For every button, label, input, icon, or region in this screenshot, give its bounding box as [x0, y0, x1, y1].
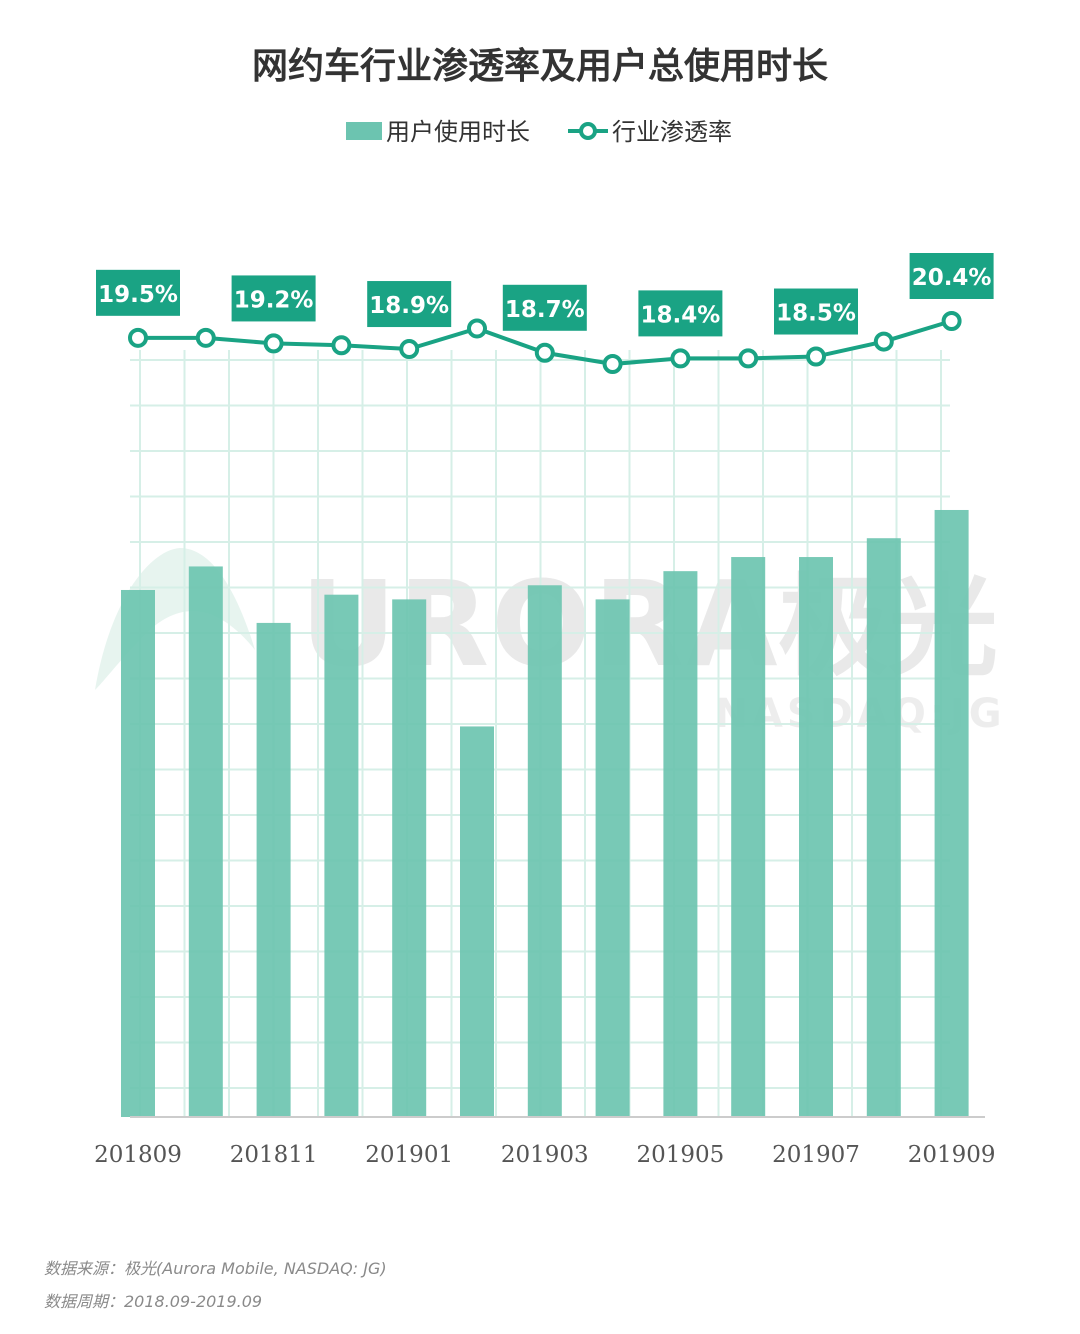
data-label-box	[96, 269, 180, 316]
bar-201902	[460, 726, 494, 1117]
line-point-201901	[399, 339, 420, 360]
x-tick-label: 201901	[365, 1142, 453, 1168]
data-label-text: 20.4%	[912, 265, 992, 291]
bar-series	[121, 509, 969, 1117]
x-tick-label: 201905	[636, 1142, 724, 1168]
data-label-201905: 18.4%	[638, 290, 723, 337]
data-label-201903: 18.7%	[502, 284, 587, 331]
bar-201908	[866, 538, 901, 1117]
legend-line-label: 行业渗透率	[612, 118, 732, 146]
data-label-box	[638, 290, 723, 337]
bar-201909	[934, 509, 969, 1117]
data-label-text: 18.9%	[369, 293, 449, 319]
data-label-text: 19.5%	[98, 282, 178, 308]
bar-201903	[527, 585, 562, 1117]
bar-201809	[121, 589, 155, 1117]
line-series	[128, 311, 962, 374]
legend-line-marker	[579, 122, 597, 140]
bar-201901	[392, 599, 427, 1117]
chart-title: 网约车行业渗透率及用户总使用时长	[252, 46, 828, 87]
data-label-201907: 18.5%	[774, 288, 858, 335]
data-label-box	[367, 281, 452, 328]
data-label-201809: 19.5%	[96, 269, 180, 316]
data-label-201909: 20.4%	[909, 253, 994, 299]
bar-201812	[324, 594, 359, 1117]
line-point-201907	[806, 346, 826, 367]
line-point-201811	[263, 333, 284, 354]
line-point-201809	[128, 327, 148, 348]
data-label-box	[909, 253, 994, 299]
line-point-201902	[467, 318, 487, 339]
data-label-box	[231, 275, 316, 322]
data-label-box	[502, 284, 587, 331]
period-note: 数据周期：2018.09-2019.09	[44, 1292, 263, 1311]
x-tick-label: 201907	[772, 1142, 860, 1168]
line-point-201903	[534, 342, 555, 363]
data-label-text: 18.5%	[776, 301, 856, 327]
data-labels: 19.5% 19.2% 18.9% 18.7% 18.4% 18.5% 20.4%	[96, 253, 994, 337]
aurora-logo-icon	[95, 548, 255, 690]
x-tick-label: 201809	[94, 1142, 182, 1168]
data-label-text: 18.4%	[641, 302, 721, 328]
x-tick-label: 201903	[501, 1142, 589, 1168]
x-tick-label: 201909	[908, 1142, 996, 1168]
line-point-201906	[738, 348, 759, 369]
legend: 用户使用时长 行业渗透率	[346, 118, 732, 146]
data-label-text: 18.7%	[505, 297, 585, 323]
bar-201905	[663, 571, 698, 1117]
x-tick-label: 201811	[230, 1142, 318, 1168]
legend-bar-swatch	[346, 122, 382, 140]
data-label-text: 19.2%	[234, 287, 314, 313]
bar-201811	[256, 622, 291, 1117]
data-label-box	[774, 288, 858, 335]
line-point-201905	[670, 348, 691, 369]
bar-201906	[731, 557, 766, 1117]
line-point-201908	[873, 331, 894, 352]
line-point-201909	[941, 311, 962, 331]
line-point-201810	[195, 327, 216, 348]
source-note: 数据来源：极光(Aurora Mobile, NASDAQ: JG)	[44, 1259, 387, 1278]
bar-201810	[188, 566, 223, 1117]
data-label-201811: 19.2%	[231, 275, 316, 322]
legend-bar-label: 用户使用时长	[386, 118, 530, 146]
x-axis-ticks: 201809 201811 201901 201903 201905 201907 2019…	[94, 1142, 995, 1168]
bar-201904	[595, 599, 630, 1117]
line-point-201904	[602, 354, 623, 374]
data-label-201901: 18.9%	[367, 281, 452, 328]
bar-201907	[799, 557, 833, 1117]
line-point-201812	[331, 335, 352, 356]
